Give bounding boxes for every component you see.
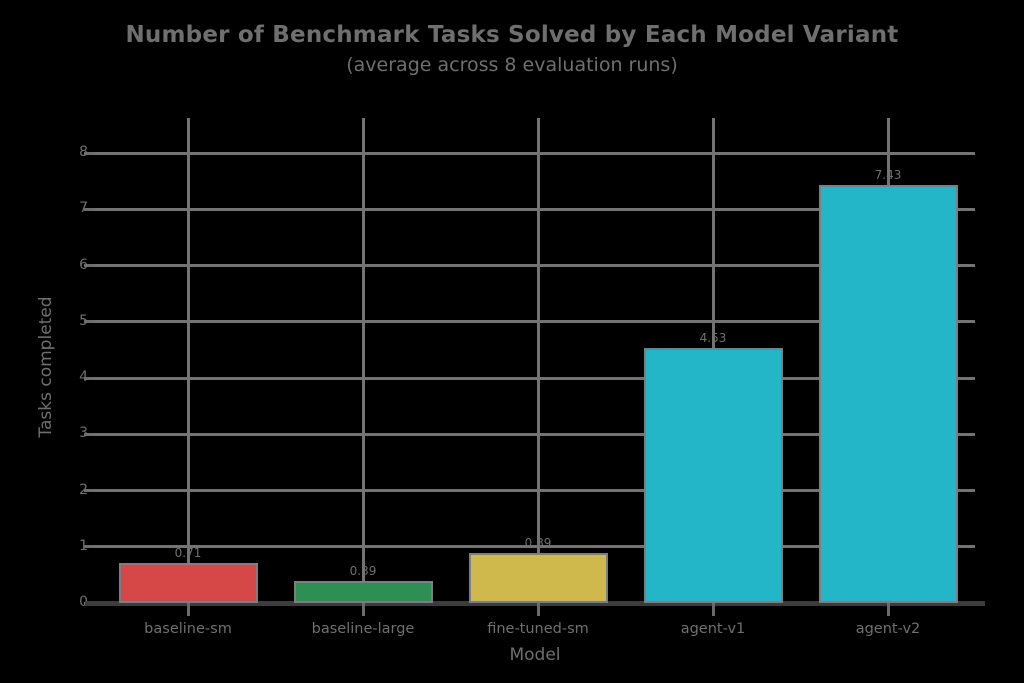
bar [643,348,783,603]
x-tick-label: agent-v1 [680,621,746,637]
h-gridline [95,207,975,211]
x-tick-label: baseline-large [311,621,415,637]
x-tick-mark [886,603,890,616]
x-tick-mark [536,603,540,616]
bar [293,581,433,603]
y-tick-label: 1 [79,537,88,554]
x-tick-label: agent-v2 [855,621,921,637]
y-tick-mark [84,376,95,380]
x-axis-label: Model [509,645,561,665]
x-tick-mark [186,603,190,616]
y-tick-mark [84,432,95,436]
bar-value-label: 0.71 [174,546,202,561]
bar-value-label: 0.89 [524,535,552,550]
h-gridline [95,489,975,492]
y-tick-label: 4 [79,369,88,385]
y-tick-mark [84,320,95,324]
y-tick-mark [84,151,95,155]
h-gridline [95,432,975,436]
bar [118,563,258,603]
bar [468,552,608,603]
chart-title: Number of Benchmark Tasks Solved by Each… [125,22,899,48]
v-gridline [536,118,540,603]
y-tick-label: 6 [79,256,88,273]
h-gridline [95,545,975,549]
y-tick-label: 5 [79,312,88,329]
y-tick-mark [84,545,95,549]
y-tick-label: 8 [79,144,88,160]
y-tick-mark [84,207,95,211]
y-tick-label: 7 [79,200,88,217]
y-tick-mark [84,264,95,267]
y-tick-label: 3 [79,425,88,442]
v-gridline [361,118,365,603]
y-tick-label: 0 [79,594,88,610]
x-tick-mark [361,603,365,616]
h-gridline [95,320,975,324]
y-tick-label: 2 [79,481,88,498]
h-gridline [95,151,975,155]
y-tick-mark [84,489,95,492]
x-axis-spine [85,601,985,606]
h-gridline [95,376,975,380]
x-tick-mark [711,603,715,616]
bar-value-label: 0.39 [349,564,377,579]
x-tick-label: fine-tuned-sm [487,621,589,637]
v-gridline [186,118,190,603]
bar-value-label: 7.43 [874,168,902,183]
bar-value-label: 4.53 [699,331,727,346]
x-tick-label: baseline-sm [144,621,232,637]
chart-subtitle: (average across 8 evaluation runs) [346,54,678,76]
h-gridline [95,264,975,267]
bar [818,185,958,603]
